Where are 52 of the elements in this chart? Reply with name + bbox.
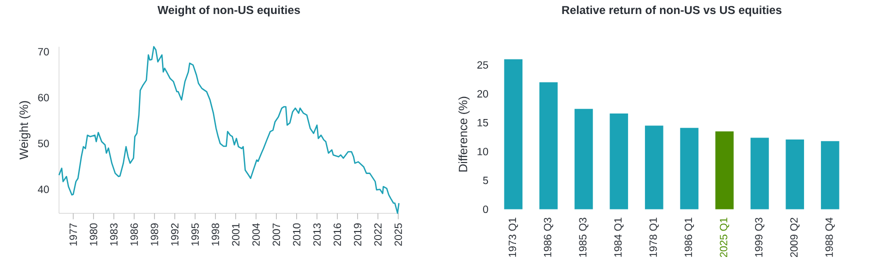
x-tick-label: 1986 Q3 — [544, 218, 554, 257]
x-tick-label: 1999 Q3 — [755, 218, 764, 257]
bar — [820, 141, 840, 210]
bar — [539, 82, 558, 210]
x-tick-label: 1978 Q1 — [649, 218, 659, 257]
x-tick-label: 1980 — [90, 223, 98, 246]
x-tick-label: 1977 — [70, 223, 77, 246]
x-tick-label: 2016 — [334, 223, 342, 246]
y-tick-label: 50 — [38, 140, 49, 148]
x-tick-label: 2022 — [374, 223, 382, 246]
y-tick-label: 15 — [478, 119, 488, 126]
x-tick-label: 1989 — [150, 223, 158, 246]
x-tick-label: 2010 — [292, 223, 300, 246]
x-tick-label: 1988 Q4 — [825, 218, 835, 257]
y-tick-label: 0 — [483, 206, 488, 214]
x-tick-label: 1985 Q3 — [579, 218, 588, 257]
bar — [680, 128, 698, 210]
bar — [504, 59, 522, 210]
x-tick-label: 1973 Q1 — [508, 218, 518, 257]
y-tick-label: 25 — [477, 61, 488, 69]
bar — [644, 126, 664, 210]
x-tick-label: 2004 — [252, 223, 260, 246]
y-tick-label: 70 — [38, 48, 49, 56]
y-tick-label: 40 — [38, 186, 49, 194]
x-tick-label: 1995 — [191, 223, 199, 246]
y-axis-title: Weight (%) — [19, 101, 30, 160]
bar — [715, 131, 734, 210]
chart-title: Weight of non-US equities — [158, 6, 300, 16]
y-axis-title: Difference (%) — [458, 96, 470, 172]
y-tick-label: 20 — [477, 90, 488, 98]
x-tick-label: 1984 Q1 — [614, 218, 624, 257]
x-tick-label: 1998 — [212, 223, 220, 246]
x-tick-label: 2009 Q2 — [790, 218, 800, 258]
y-tick-label: 60 — [38, 94, 49, 102]
x-tick-label: 2013 — [313, 223, 321, 246]
x-tick-label: 2001 — [232, 223, 240, 246]
bar — [574, 108, 593, 210]
bar — [610, 113, 628, 210]
x-tick-label: 2025 — [394, 223, 402, 246]
x-tick-label: 2025 Q1 — [720, 218, 730, 258]
y-tick-label: 5 — [483, 176, 488, 184]
line-series — [58, 46, 400, 214]
x-tick-label: 2019 — [354, 223, 362, 246]
chart-title: Relative return of non-US vs US equities — [562, 6, 782, 16]
x-tick-label: 1983 — [110, 223, 118, 246]
x-tick-label: 2007 — [272, 223, 280, 246]
x-tick-label: 1986 — [130, 223, 138, 246]
x-tick-label: 1992 — [171, 223, 179, 246]
bar — [786, 139, 804, 210]
x-tick-label: 1986 Q1 — [684, 218, 694, 257]
y-tick-label: 10 — [478, 148, 488, 156]
bar — [750, 138, 769, 210]
